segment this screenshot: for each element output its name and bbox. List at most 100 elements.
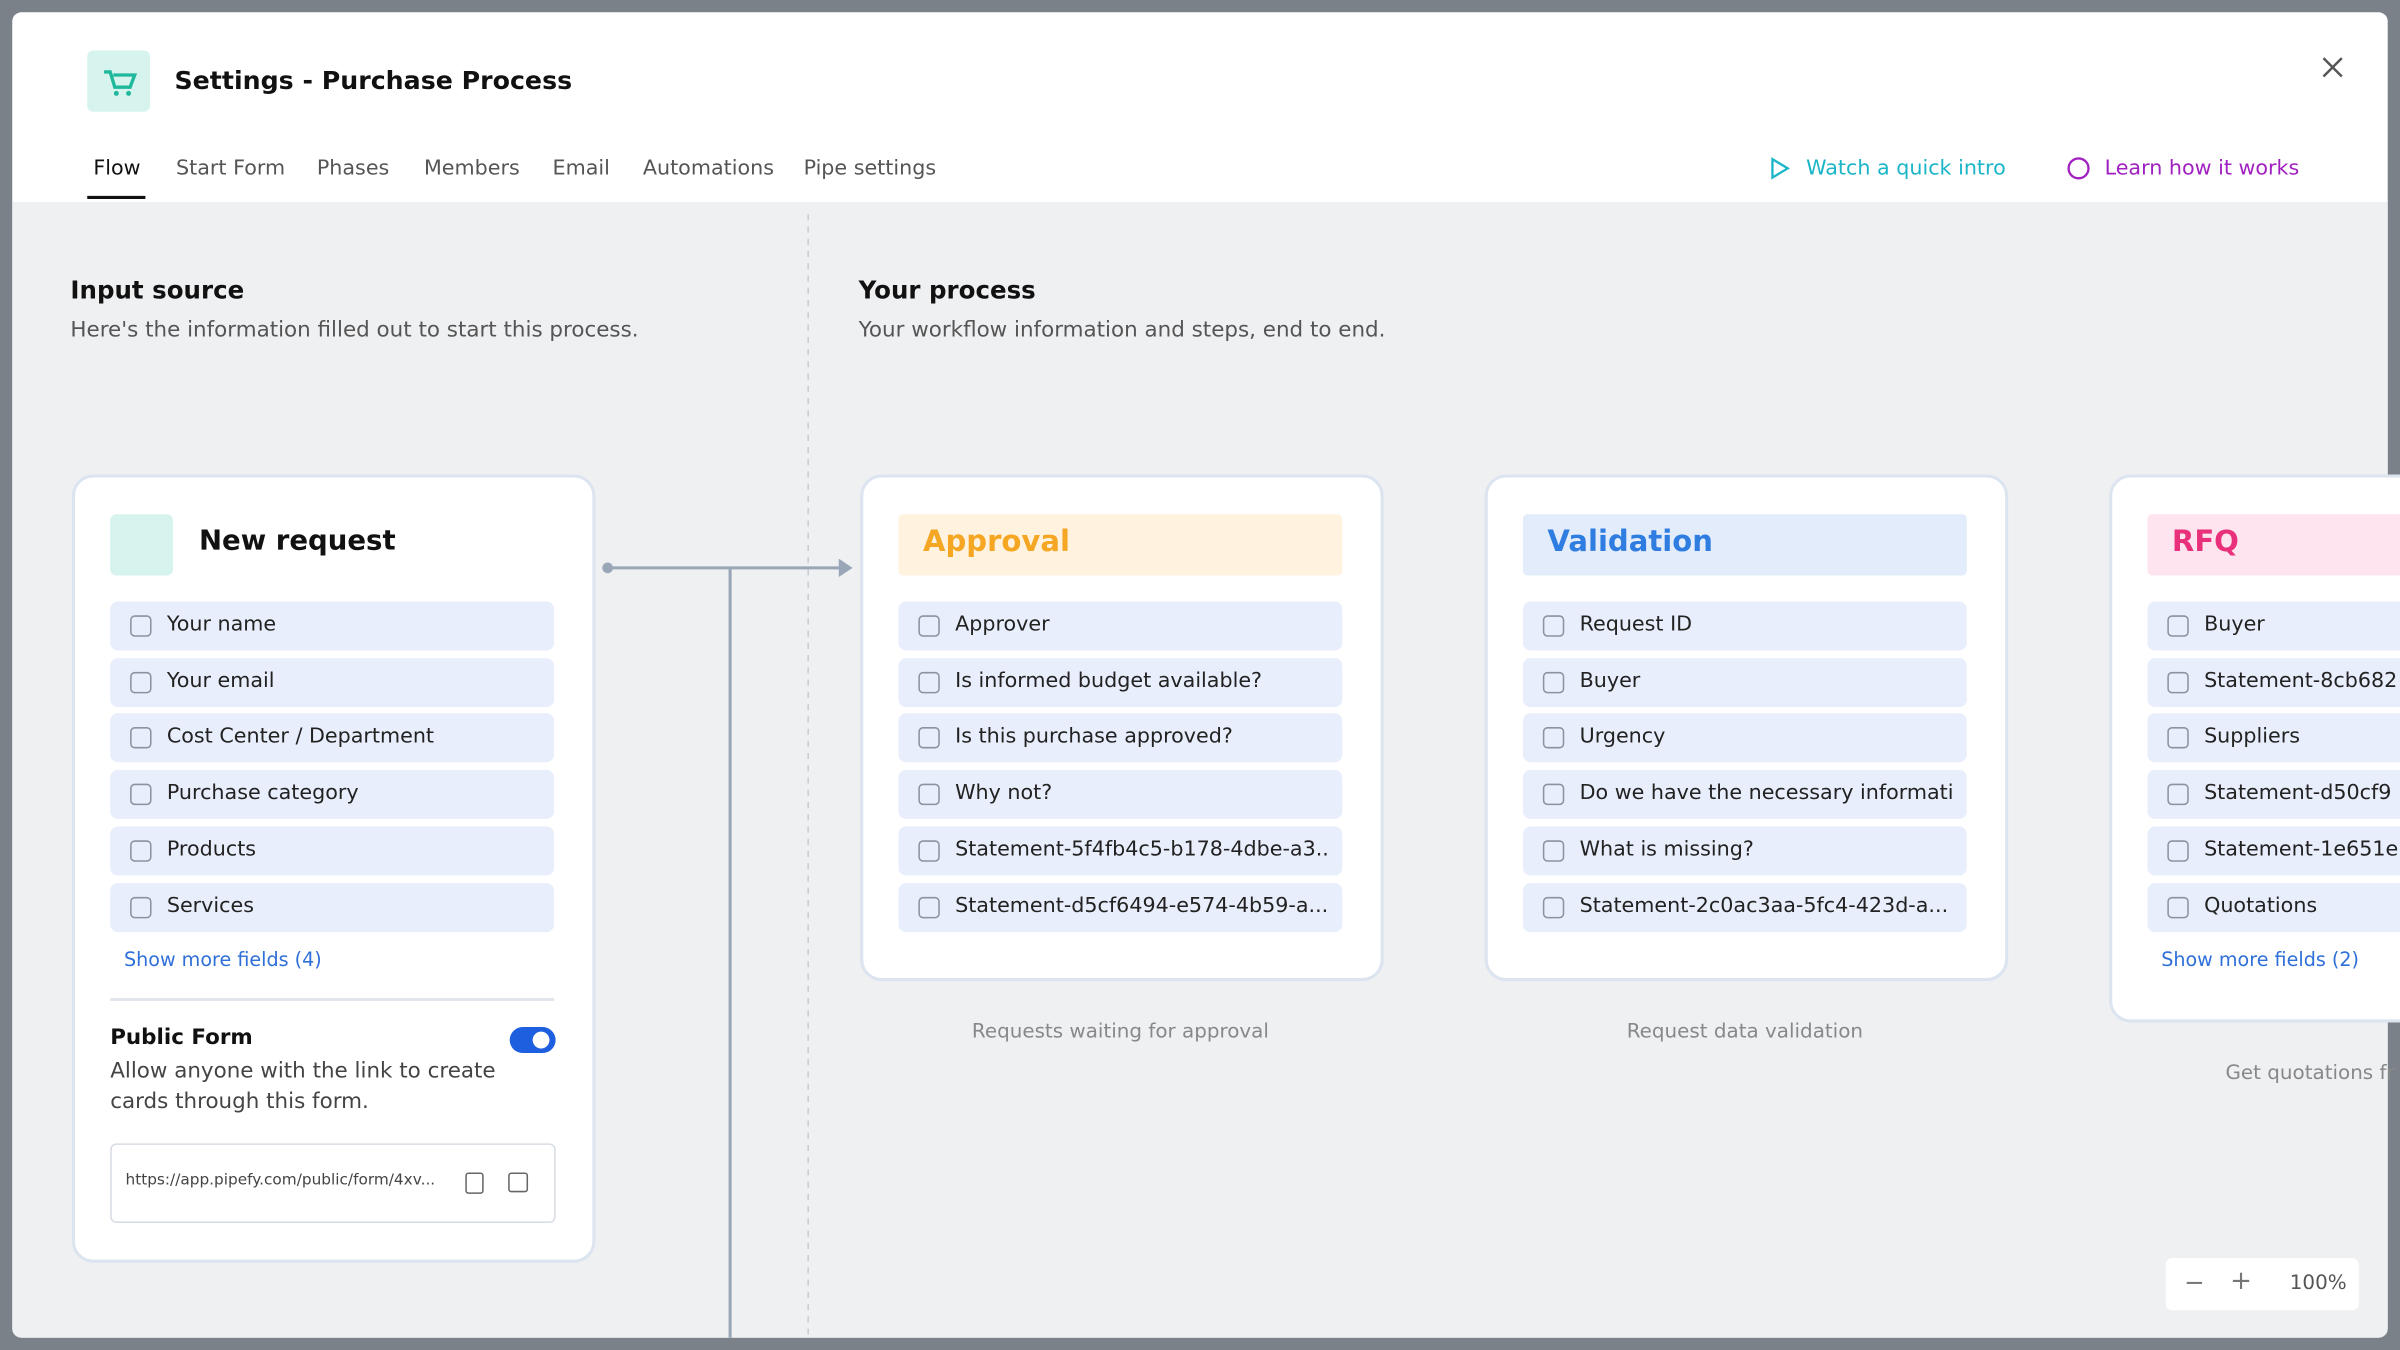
form-description: Allow anyone with the link to create car… bbox=[110, 1059, 496, 1115]
tab[interactable]: Start Form bbox=[176, 156, 286, 181]
field-icon bbox=[918, 727, 940, 750]
separator bbox=[110, 997, 555, 1001]
field: Suppliers bbox=[2147, 713, 2400, 763]
tab[interactable]: Automations bbox=[642, 156, 774, 181]
field-icon bbox=[2167, 896, 2189, 918]
field-label: Buyer bbox=[1579, 668, 1641, 693]
field: Services bbox=[110, 882, 555, 932]
field: Do we have the necessary informati... bbox=[1522, 770, 1967, 820]
field: Products bbox=[110, 826, 555, 876]
card-title: New request bbox=[198, 524, 396, 558]
tab[interactable]: Phases bbox=[316, 156, 390, 181]
field-label: Your name bbox=[166, 612, 277, 637]
field-icon bbox=[918, 615, 940, 637]
field-icon bbox=[918, 839, 940, 862]
field-label: Buyer bbox=[2204, 612, 2265, 637]
field-label: What is missing? bbox=[1579, 836, 1754, 862]
field-label: Urgency bbox=[1579, 724, 1666, 750]
tab[interactable]: Flow bbox=[93, 156, 141, 181]
phase-caption: Requests waiting for approval bbox=[971, 1020, 1269, 1044]
tab[interactable]: Pipe settings bbox=[803, 156, 937, 181]
header-icon-bg bbox=[87, 50, 150, 112]
cart-wheel bbox=[113, 90, 119, 96]
card-icon bbox=[110, 514, 173, 576]
field-icon bbox=[130, 615, 152, 637]
field: Urgency bbox=[1522, 713, 1967, 763]
field: What is missing? bbox=[1522, 826, 1967, 876]
field-label: Do we have the necessary informati... bbox=[1579, 780, 1955, 806]
section-title: Your process bbox=[858, 275, 1036, 305]
section-subtitle: Here's the information filled out to sta… bbox=[70, 318, 639, 343]
field: Cost Center / Department bbox=[110, 713, 555, 763]
field: Request ID bbox=[1522, 601, 1967, 651]
field-label: Cost Center / Department bbox=[166, 724, 435, 750]
link[interactable]: Watch a quick intro bbox=[1806, 156, 2006, 181]
field-label: Statement-d50cf9 bbox=[2204, 780, 2392, 806]
zoom-out[interactable]: − bbox=[2184, 1267, 2205, 1297]
phase-title: Validation bbox=[1547, 524, 1713, 559]
open-icon[interactable] bbox=[508, 1172, 529, 1193]
field-label: Why not? bbox=[955, 780, 1053, 806]
field: Statement-d5cf6494-e574-4b59-a... bbox=[898, 882, 1343, 932]
field: Approver bbox=[898, 601, 1343, 651]
section-title: Input source bbox=[70, 275, 245, 305]
field-icon bbox=[1542, 783, 1565, 806]
phase-header: Validation bbox=[1522, 514, 1967, 576]
phase-title: RFQ bbox=[2171, 524, 2239, 559]
field-label: Statement-1e651e bbox=[2204, 836, 2399, 862]
field: Your name bbox=[110, 601, 555, 651]
field-icon bbox=[1542, 896, 1565, 918]
cart-icon bbox=[104, 70, 138, 89]
field-label: Your email bbox=[166, 668, 275, 693]
field-icon bbox=[2167, 839, 2189, 862]
show-more[interactable]: Show more fields (2) bbox=[2161, 947, 2359, 971]
cart-wheel bbox=[126, 90, 132, 96]
section-subtitle: Your workflow information and steps, end… bbox=[858, 318, 1386, 343]
phase-caption: Get quotations fr bbox=[2225, 1062, 2395, 1086]
field-icon bbox=[1542, 727, 1565, 750]
phase-header: Approval bbox=[898, 514, 1343, 576]
phase-title: Approval bbox=[922, 524, 1070, 559]
field-icon bbox=[130, 783, 152, 806]
toggle-knob bbox=[532, 1031, 550, 1049]
copy-icon[interactable] bbox=[465, 1172, 484, 1194]
field: Statement-8cb682 bbox=[2147, 657, 2400, 707]
field-label: Is informed budget available? bbox=[955, 668, 1263, 693]
link[interactable]: Learn how it works bbox=[2104, 156, 2300, 181]
field-icon bbox=[918, 783, 940, 806]
field-label: Statement-5f4fb4c5-b178-4dbe-a3... bbox=[955, 836, 1331, 862]
field-label: Products bbox=[166, 836, 257, 862]
field-label: Request ID bbox=[1579, 612, 1693, 637]
zoom-in[interactable]: + bbox=[2230, 1265, 2252, 1297]
field: Why not? bbox=[898, 770, 1343, 820]
field-label: Services bbox=[166, 893, 254, 918]
zoom-level: 100% bbox=[2289, 1271, 2347, 1295]
field-icon bbox=[2167, 727, 2189, 750]
form-title: Public Form bbox=[110, 1025, 253, 1050]
arrow-head bbox=[838, 558, 853, 578]
field-icon bbox=[1542, 615, 1565, 637]
field-icon bbox=[1542, 839, 1565, 862]
close-icon[interactable] bbox=[2322, 57, 2343, 78]
help-icon bbox=[2067, 157, 2090, 180]
field-icon bbox=[2167, 615, 2189, 637]
connector bbox=[607, 566, 842, 1338]
field: Statement-2c0ac3aa-5fc4-423d-a... bbox=[1522, 882, 1967, 932]
field: Your email bbox=[110, 657, 555, 707]
show-more[interactable]: Show more fields (4) bbox=[123, 947, 322, 971]
tab[interactable]: Members bbox=[423, 156, 520, 181]
field: Statement-5f4fb4c5-b178-4dbe-a3... bbox=[898, 826, 1343, 876]
field-icon bbox=[2167, 783, 2189, 806]
field: Buyer bbox=[2147, 601, 2400, 651]
url-box: https://app.pipefy.com/public/form/4xv..… bbox=[110, 1143, 556, 1223]
phase-header: RFQ bbox=[2147, 514, 2400, 576]
field-icon bbox=[130, 727, 152, 750]
field-icon bbox=[1542, 671, 1565, 693]
header-title: Settings - Purchase Process bbox=[174, 65, 573, 95]
zoom-control: − +100% bbox=[2165, 1258, 2359, 1311]
field-label: Purchase category bbox=[166, 780, 359, 806]
field-label: Statement-d5cf6494-e574-4b59-a... bbox=[955, 893, 1329, 918]
tab[interactable]: Email bbox=[552, 156, 610, 181]
